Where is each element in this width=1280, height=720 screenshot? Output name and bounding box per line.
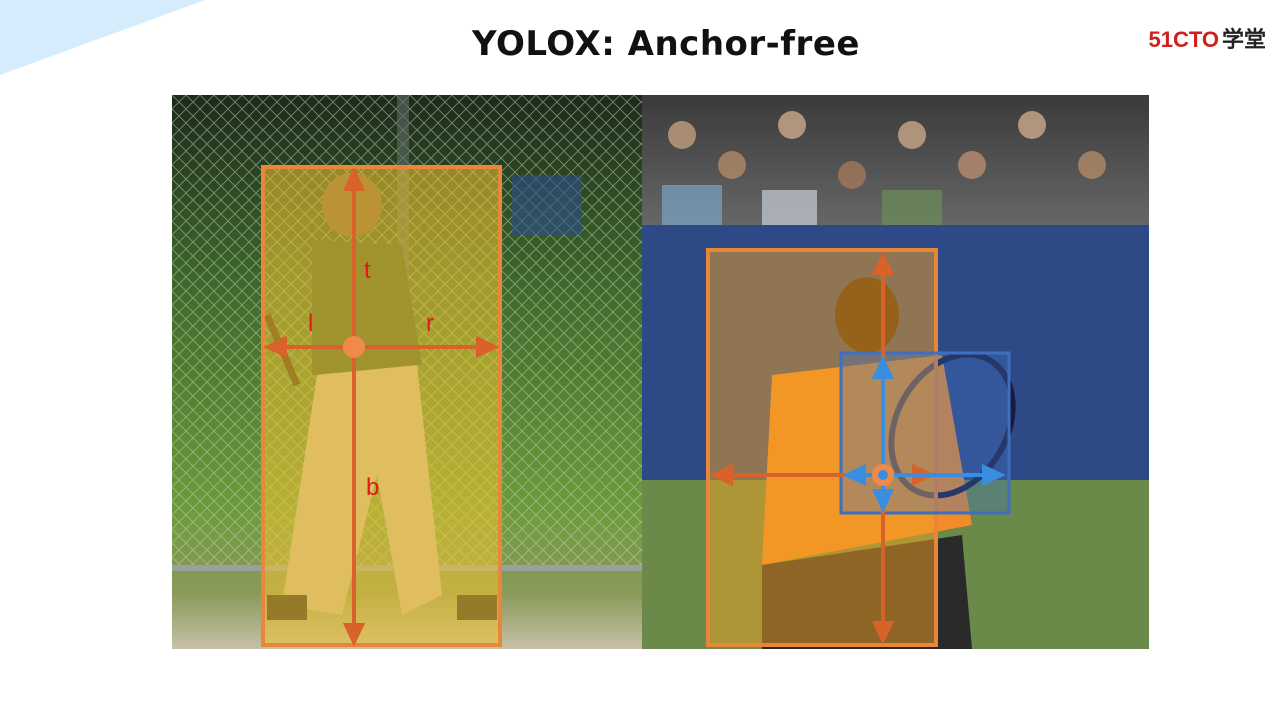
- bounding-box-outline: [261, 165, 502, 647]
- bounding-box-fill: [263, 167, 500, 645]
- brand-logo: 51CTO 学堂: [1148, 22, 1266, 54]
- tennis-scene: [642, 95, 1149, 649]
- label-b: b: [366, 474, 379, 501]
- label-t: t: [364, 257, 371, 284]
- bounding-box-blue-fill: [841, 353, 1009, 513]
- bounding-box-blue-outline: [839, 351, 1011, 515]
- center-point-inner: [878, 470, 888, 480]
- right-panel-tennis: [642, 95, 1149, 649]
- bounding-box-orange-fill: [708, 250, 936, 645]
- regression-arrows: [263, 167, 500, 647]
- anchor-free-illustration: t l r b: [172, 95, 1149, 649]
- center-point: [343, 336, 365, 358]
- logo-brand-text: 51CTO: [1148, 27, 1219, 52]
- logo-suffix-text: 学堂: [1221, 27, 1266, 52]
- bounding-box-orange-outline: [706, 248, 938, 647]
- left-panel-baseball: t l r b: [172, 95, 642, 649]
- slide-title: YOLOX: Anchor-free: [472, 24, 860, 64]
- baseball-scene: t l r b: [172, 95, 642, 649]
- label-r: r: [426, 310, 434, 337]
- label-l: l: [308, 310, 313, 337]
- corner-decoration: [0, 0, 205, 75]
